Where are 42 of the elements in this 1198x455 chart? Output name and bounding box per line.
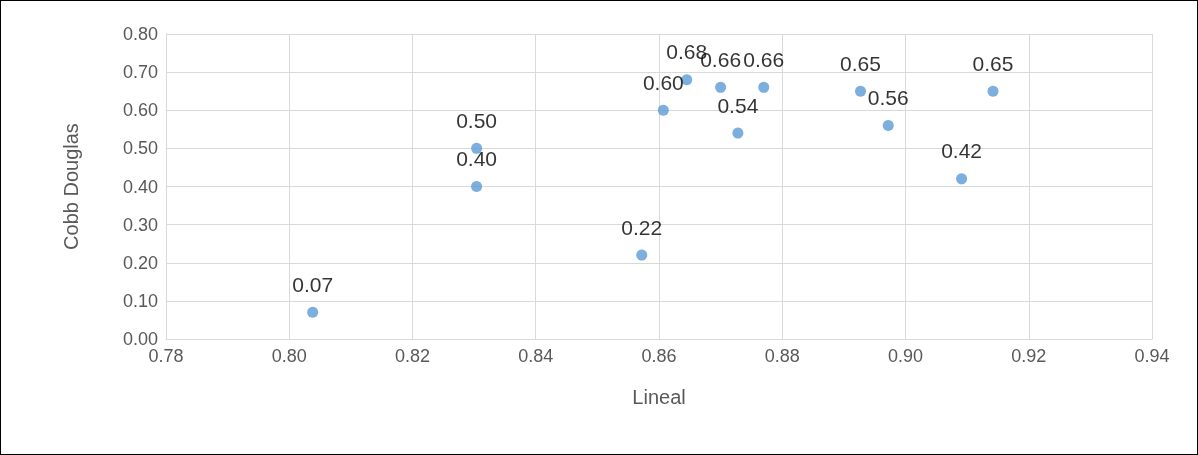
y-tick-label: 0.70: [122, 62, 158, 83]
data-label: 0.54: [717, 93, 759, 117]
data-label: 0.22: [621, 215, 663, 239]
data-label: 0.56: [867, 86, 909, 109]
x-tick-label: 0.90: [887, 346, 924, 366]
y-tick-label: 0.20: [122, 252, 158, 273]
y-tick-label: 0.80: [122, 24, 158, 44]
data-label: 0.60: [642, 70, 684, 94]
x-tick-label: 0.84: [518, 346, 554, 366]
point: [956, 173, 968, 185]
data-label: 0.65: [840, 51, 881, 75]
data-label: 0.50: [456, 108, 498, 132]
y-tick-label: 0.00: [122, 329, 158, 349]
point: [987, 85, 999, 97]
y-tick-label: 0.50: [122, 138, 158, 159]
y-tick-label: 0.30: [122, 214, 158, 235]
data-label: 0.07: [292, 272, 334, 296]
y-axis-title: Cobb Douglas: [60, 123, 82, 250]
point: [636, 249, 648, 261]
point: [471, 181, 483, 192]
point: [855, 85, 867, 97]
point: [715, 81, 727, 93]
x-tick-label: 0.80: [271, 346, 307, 366]
y-tick-label: 0.40: [122, 176, 158, 197]
x-axis-title: Lineal: [632, 386, 686, 408]
data-label: 0.65: [972, 51, 1014, 75]
x-tick-label: 0.86: [641, 346, 677, 366]
data-label: 0.66: [743, 47, 785, 71]
x-tick-label: 0.78: [148, 346, 184, 366]
point: [758, 81, 770, 93]
data-label: 0.42: [941, 139, 983, 163]
point: [657, 104, 669, 116]
x-tick-label: 0.88: [764, 346, 800, 366]
x-tick-label: 0.94: [1134, 346, 1170, 366]
point: [732, 127, 744, 139]
data-label: 0.40: [456, 147, 498, 170]
y-tick-label: 0.60: [122, 100, 158, 121]
point: [882, 120, 894, 131]
point: [307, 306, 319, 318]
y-tick-label: 0.10: [122, 290, 158, 311]
x-tick-label: 0.92: [1011, 346, 1047, 366]
x-tick-label: 0.82: [394, 346, 431, 366]
